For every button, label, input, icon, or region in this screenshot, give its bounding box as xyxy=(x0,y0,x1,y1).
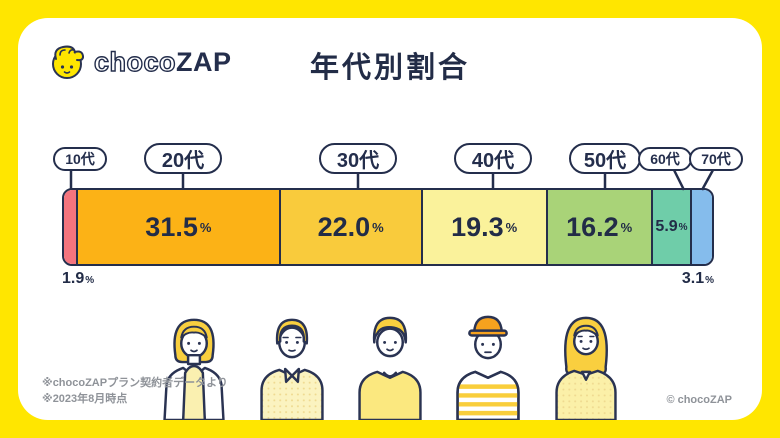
bar-segment-50s: 16.2% xyxy=(545,190,651,264)
age-label-bubble-70s: 70代 xyxy=(689,147,743,171)
bar-segment-30s: 22.0% xyxy=(278,190,421,264)
bar-segment-60s: 5.9% xyxy=(650,190,691,264)
segment-value-50s: 16.2 xyxy=(566,211,619,242)
age-label-bubble-40s: 40代 xyxy=(454,143,532,174)
connector-70s xyxy=(700,169,715,191)
age-label-bubble-60s: 60代 xyxy=(638,147,692,171)
data-source-notes: ※chocoZAPプラン契約者データより ※2023年8月時点 xyxy=(42,376,228,408)
person-illustration-woman-long-hair xyxy=(555,316,617,420)
note-line-2: ※2023年8月時点 xyxy=(42,393,128,406)
chocozap-mascot-icon xyxy=(52,45,85,79)
bar-segment-40s: 19.3% xyxy=(420,190,546,264)
brand-choco-text: choco xyxy=(93,46,177,77)
person-illustration-man-cap-stripes xyxy=(456,315,520,420)
segment-value-20s: 31.5 xyxy=(145,211,198,242)
page-title: 年代別割合 xyxy=(309,52,470,84)
brand-wordmark: choco ZAP xyxy=(93,46,232,78)
segment-value-70s-external: 3.1% xyxy=(681,270,714,287)
brand-zap-text: ZAP xyxy=(176,46,232,77)
age-label-bubble-30s: 30代 xyxy=(319,143,397,174)
stacked-bar-chart: 31.5% 22.0% 19.3% 16.2% 5.9% xyxy=(62,188,714,266)
bar-segment-20s: 31.5% xyxy=(76,190,279,264)
age-label-bubble-50s: 50代 xyxy=(569,143,641,174)
person-illustration-young-man-tshirt xyxy=(358,316,422,420)
person-illustration-woman-bob xyxy=(163,318,225,420)
percent-sign: % xyxy=(505,219,518,235)
age-label-bubble-10s: 10代 xyxy=(53,147,107,171)
infographic-card: choco ZAP 年代別割合 10代 20代 30代 40代 50代 60代 7… xyxy=(18,18,762,420)
percent-sign: % xyxy=(678,221,688,233)
chocozap-logo: choco ZAP xyxy=(48,42,232,82)
note-line-1: ※chocoZAPプラン契約者データより xyxy=(42,377,228,390)
bar-segment-10s xyxy=(64,190,77,264)
percent-sign: % xyxy=(620,219,633,235)
percent-sign: % xyxy=(85,275,95,286)
segment-value-30s: 22.0 xyxy=(317,211,371,242)
person-illustration-man-collared-shirt xyxy=(260,318,324,420)
segment-value-10s-external: 1.9% xyxy=(62,270,95,287)
age-label-bubble-20s: 20代 xyxy=(144,143,222,174)
copyright-text: © chocoZAP xyxy=(666,394,732,406)
segment-value-40s: 19.3 xyxy=(451,211,504,242)
people-illustration-row xyxy=(18,310,762,420)
percent-sign: % xyxy=(372,219,384,235)
connector-60s xyxy=(672,169,686,191)
segment-value-60s: 5.9 xyxy=(655,218,678,235)
bar-segment-70s xyxy=(690,190,712,264)
percent-sign: % xyxy=(705,275,714,286)
percent-sign: % xyxy=(199,219,212,235)
